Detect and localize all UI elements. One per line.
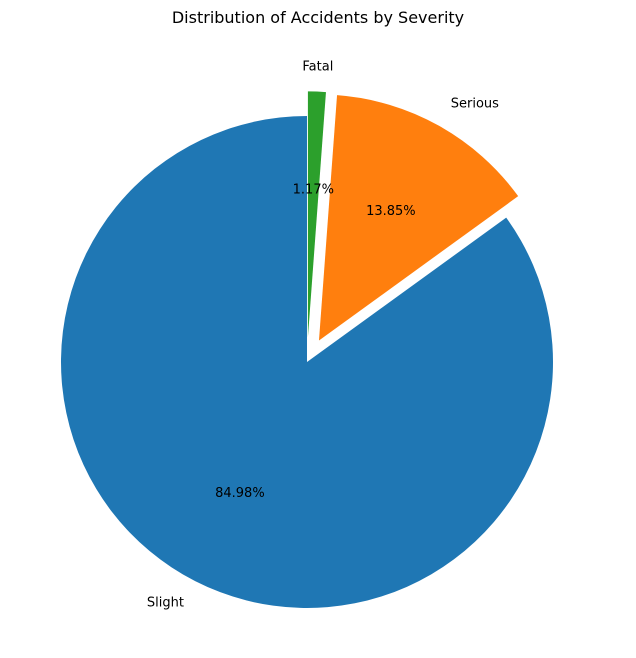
pie-slice-slight [60, 116, 553, 608]
chart-title: Distribution of Accidents by Severity [172, 8, 464, 27]
percent-label-serious: 13.85% [366, 204, 416, 219]
pie-labels: Slight 84.98% Serious 13.85% Fatal 1.17% [147, 59, 499, 610]
slice-label-slight: Slight [147, 596, 184, 611]
pie-slice-fatal [307, 91, 326, 338]
percent-label-fatal: 1.17% [293, 182, 334, 197]
slice-label-fatal: Fatal [302, 59, 333, 74]
slice-label-serious: Serious [451, 97, 499, 112]
pie-slices [60, 91, 553, 608]
percent-label-slight: 84.98% [215, 486, 265, 501]
pie-slice-serious [318, 95, 519, 341]
